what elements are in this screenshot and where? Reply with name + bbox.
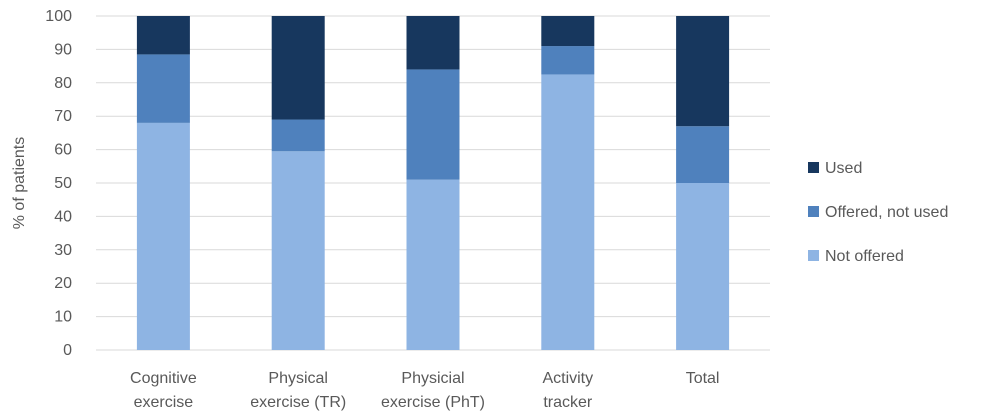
legend-swatch xyxy=(808,250,819,261)
bar-segment-used-2 xyxy=(271,16,325,120)
x-category-label: exercise (TR) xyxy=(250,394,346,411)
x-category-label: Activity xyxy=(542,370,593,387)
bar-segment-used-4 xyxy=(541,16,595,47)
x-category-label: Physical xyxy=(268,370,328,387)
legend-label: Used xyxy=(825,160,862,177)
y-tick-label: 70 xyxy=(54,108,72,125)
bar-segment-offered-not-used-2 xyxy=(271,119,325,152)
bar-segment-offered-not-used-5 xyxy=(676,126,730,183)
legend-swatch xyxy=(808,206,819,217)
y-tick-label: 40 xyxy=(54,208,72,225)
y-axis-ticks: 0 10 20 30 40 50 60 70 80 90 100 xyxy=(45,8,72,359)
y-axis-title: % of patients xyxy=(11,137,28,230)
y-tick-label: 80 xyxy=(54,75,72,92)
bar-segment-not-offered-4 xyxy=(541,74,595,350)
x-category-label: tracker xyxy=(543,394,593,411)
y-tick-label: 90 xyxy=(54,41,72,58)
legend-label: Not offered xyxy=(825,248,904,265)
bar-segment-used-5 xyxy=(676,16,730,127)
y-tick-label: 20 xyxy=(54,275,72,292)
y-tick-label: 50 xyxy=(54,175,72,192)
x-category-label: Total xyxy=(686,370,720,387)
bar-segment-not-offered-5 xyxy=(676,183,730,350)
bar-segment-not-offered-1 xyxy=(136,122,190,350)
legend-label: Offered, not used xyxy=(825,204,948,221)
y-tick-label: 60 xyxy=(54,142,72,159)
bar-segment-not-offered-2 xyxy=(271,151,325,350)
bar-segment-offered-not-used-1 xyxy=(136,54,190,123)
bar-segment-used-3 xyxy=(406,16,460,70)
bar-segment-not-offered-3 xyxy=(406,179,460,350)
y-tick-label: 100 xyxy=(45,8,72,25)
bar-segment-used-1 xyxy=(136,16,190,55)
y-tick-label: 30 xyxy=(54,242,72,259)
bar-segment-offered-not-used-4 xyxy=(541,46,595,75)
bars xyxy=(136,16,730,350)
legend-swatch xyxy=(808,162,819,173)
bar-segment-offered-not-used-3 xyxy=(406,69,460,180)
x-axis-labels: Cognitive exercise Physical exercise (TR) Ph… xyxy=(130,370,719,411)
legend: Used Offered, not used Not offered xyxy=(808,160,948,265)
x-category-label: Cognitive xyxy=(130,370,197,387)
x-category-label: exercise xyxy=(134,394,194,411)
x-category-label: exercise (PhT) xyxy=(381,394,485,411)
y-tick-label: 0 xyxy=(63,342,72,359)
x-category-label: Physicial xyxy=(401,370,464,387)
y-tick-label: 10 xyxy=(54,309,72,326)
